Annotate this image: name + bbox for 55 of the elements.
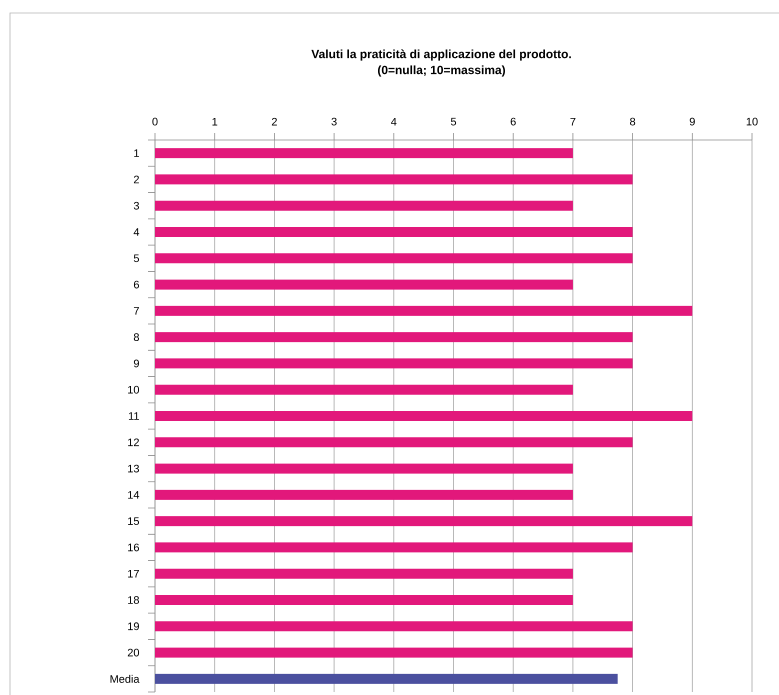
y-tick-label: 11: [128, 412, 139, 420]
y-tick-label: 5: [134, 254, 140, 262]
x-tick-label: 9: [690, 118, 695, 126]
y-tick-label: 10: [128, 386, 140, 394]
y-tick-label: Media: [110, 674, 140, 683]
bar: [155, 648, 633, 658]
bar: [155, 542, 633, 552]
bar: [155, 253, 633, 264]
x-tick-label: 7: [570, 118, 576, 126]
y-tick-label: 4: [134, 228, 140, 236]
bar: [155, 621, 633, 632]
bar: [155, 490, 573, 500]
y-tick-label: 18: [128, 596, 139, 604]
x-tick-label: 0: [152, 118, 158, 126]
bar: [155, 568, 573, 579]
y-tick-label: 15: [128, 517, 140, 525]
x-tick-label: 6: [510, 118, 516, 126]
bar: [155, 306, 692, 316]
bar: [155, 464, 573, 474]
bar: [155, 148, 573, 158]
bar: [155, 200, 573, 211]
x-tick-label: 2: [272, 118, 277, 126]
bar: [155, 384, 573, 395]
y-tick-label: 2: [134, 176, 139, 184]
bar: [155, 358, 633, 368]
y-tick-label: 8: [134, 333, 139, 342]
bar: [155, 516, 692, 526]
y-tick-label: 17: [128, 570, 139, 578]
y-tick-label: 20: [128, 648, 140, 656]
bar: [155, 280, 573, 290]
x-tick-label: 1: [212, 118, 218, 126]
y-tick-label: 3: [134, 202, 139, 210]
x-tick-label: 4: [391, 118, 397, 126]
y-tick-label: 9: [134, 360, 139, 368]
x-tick-label: 10: [746, 118, 758, 126]
chart-subtitle: (0=nulla; 10=massima): [378, 65, 506, 77]
chart-title: Valuti la praticità di applicazione del prodotto.: [311, 49, 571, 61]
bar: [155, 674, 618, 684]
y-tick-label: 7: [134, 307, 139, 315]
bar: [155, 174, 633, 184]
bar: [155, 411, 692, 422]
y-tick-label: 14: [128, 491, 140, 499]
bar: [155, 595, 573, 606]
x-tick-label: 3: [331, 118, 337, 126]
y-tick-label: 12: [128, 438, 139, 446]
y-tick-label: 6: [134, 280, 139, 288]
y-tick-label: 16: [128, 544, 139, 552]
y-tick-label: 13: [128, 464, 139, 472]
y-tick-label: 19: [128, 622, 139, 630]
bar: [155, 437, 633, 448]
y-tick-label: 1: [134, 149, 139, 157]
bar: [155, 332, 633, 342]
x-tick-label: 8: [630, 118, 636, 126]
x-tick-label: 5: [450, 118, 456, 126]
bar: [155, 227, 633, 237]
